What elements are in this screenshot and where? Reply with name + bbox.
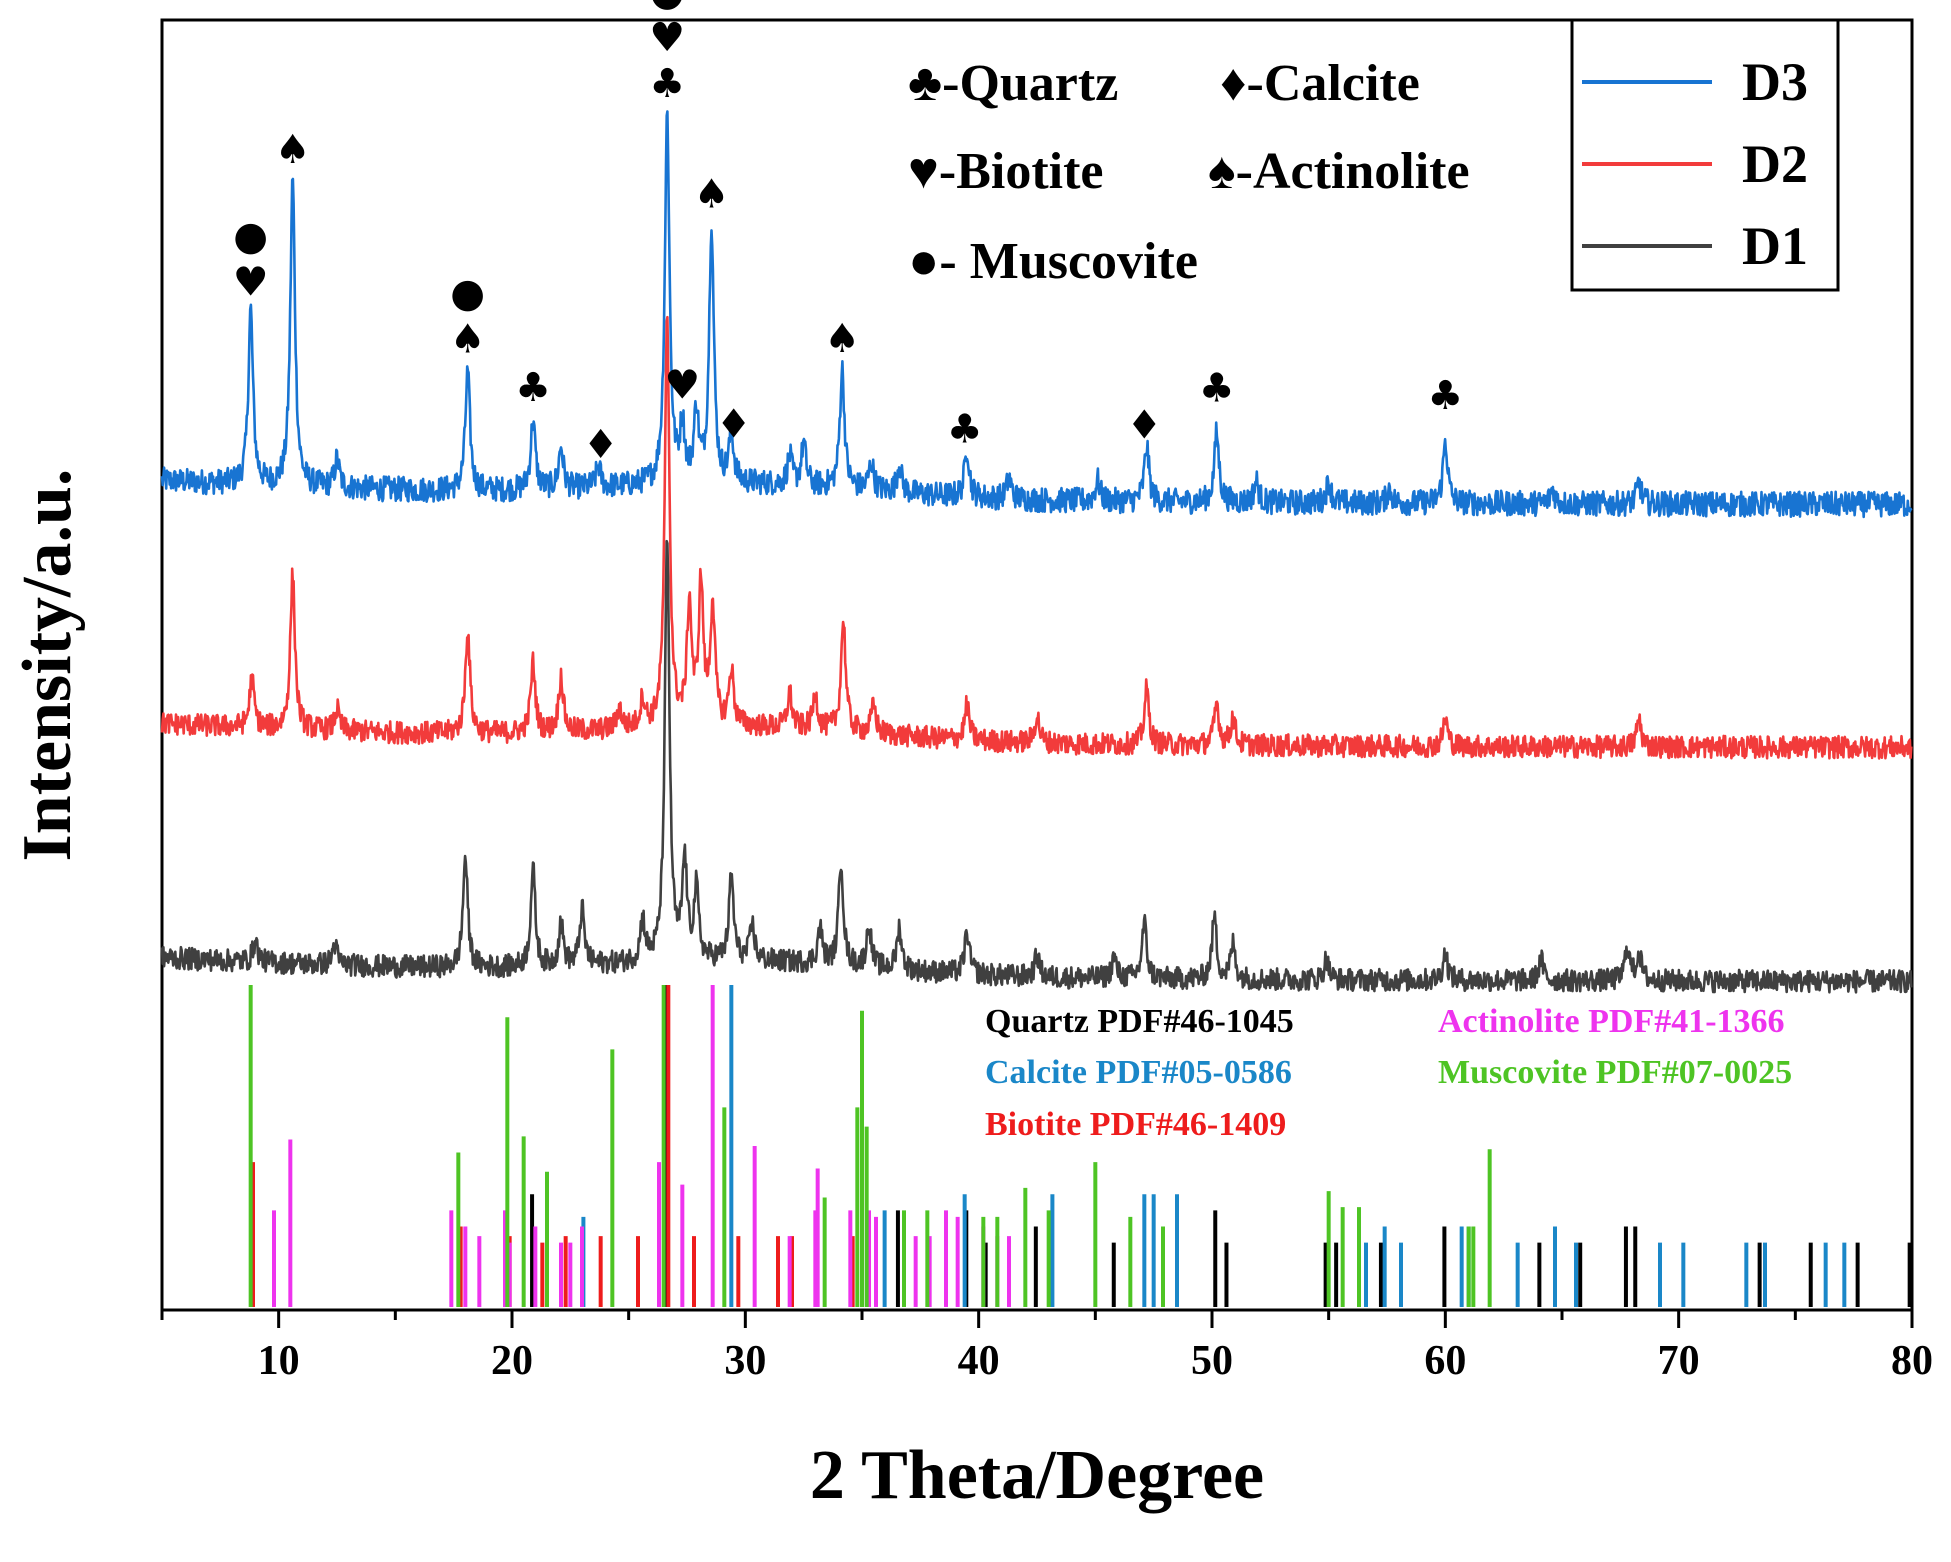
x-axis-ticks: 10 20 30 40 50 60 70 80 — [160, 1310, 1933, 1384]
peak-marker: ● — [233, 214, 268, 260]
series-d3 — [160, 110, 1913, 519]
reference-labels: Quartz PDF#46-1045 Calcite PDF#05-0586 B… — [985, 1003, 1792, 1143]
legend-label-d2: D2 — [1742, 134, 1808, 194]
peak-marker: ♣ — [1199, 366, 1235, 412]
peak-marker: ● — [650, 0, 685, 15]
x-tick-label: 80 — [1891, 1338, 1933, 1384]
peak-marker: ♠ — [694, 172, 730, 218]
phase-key-actinolite-label: -Actinolite — [1236, 143, 1470, 200]
peak-marker: ♥ — [649, 15, 685, 61]
ref-label-muscovite: Muscovite PDF#07-0025 — [1438, 1054, 1792, 1091]
peak-marker: ● — [450, 271, 485, 317]
peak-marker: ♠ — [450, 317, 486, 363]
phase-key: ♣-Quartz ♦-Calcite ♥-Biotite ♠-Actinolit… — [908, 55, 1470, 290]
phase-key-biotite-label: -Biotite — [939, 143, 1104, 200]
peak-marker: ♣ — [947, 407, 983, 453]
phase-key-biotite-symbol: ♥ — [908, 143, 939, 200]
x-tick-label: 50 — [1191, 1338, 1233, 1384]
ref-label-quartz: Quartz PDF#46-1045 — [985, 1003, 1294, 1040]
phase-key-calcite-symbol: ♦ — [1220, 55, 1247, 112]
x-tick-label: 40 — [958, 1338, 1000, 1384]
x-tick-label: 60 — [1424, 1338, 1466, 1384]
peak-marker: ♠ — [824, 316, 860, 362]
phase-key-calcite-label: -Calcite — [1247, 55, 1420, 112]
xrd-series — [160, 110, 1913, 994]
x-tick-label: 20 — [491, 1338, 533, 1384]
peak-marker: ♦ — [716, 401, 752, 447]
phase-key-quartz-symbol: ♣ — [908, 55, 942, 112]
peak-marker: ♣ — [1427, 373, 1463, 419]
peak-marker: ♣ — [649, 61, 685, 107]
series-d2 — [160, 315, 1913, 760]
phase-key-muscovite: ●- Muscovite — [908, 233, 1198, 290]
phase-key-actinolite: ♠-Actinolite — [1208, 143, 1470, 200]
phase-key-biotite: ♥-Biotite — [908, 143, 1103, 200]
peak-marker: ♠ — [275, 127, 311, 173]
y-axis-title: Intensity/a.u. — [9, 469, 86, 862]
phase-key-muscovite-symbol: ● — [908, 233, 939, 290]
x-axis-title: 2 Theta/Degree — [810, 1437, 1264, 1514]
peak-marker: ♣ — [515, 365, 551, 411]
peak-annotations: ♥●♠♠●♣♦♣♥●♥♠♦♠♣♦♣♣ — [233, 0, 1464, 468]
legend-label-d1: D1 — [1742, 216, 1808, 276]
plot-frame — [160, 18, 1914, 1312]
phase-key-quartz-label: -Quartz — [942, 55, 1118, 112]
ref-label-biotite: Biotite PDF#46-1409 — [985, 1106, 1286, 1143]
legend: D3 D2 D1 — [1570, 18, 1840, 292]
x-tick-label: 10 — [258, 1338, 300, 1384]
legend-label-d3: D3 — [1742, 52, 1808, 112]
phase-key-actinolite-symbol: ♠ — [1208, 143, 1236, 200]
peak-marker: ♦ — [1126, 403, 1162, 449]
reference-patterns — [248, 985, 1912, 1307]
ref-label-calcite: Calcite PDF#05-0586 — [985, 1054, 1292, 1091]
x-tick-label: 30 — [724, 1338, 766, 1384]
x-tick-label: 70 — [1658, 1338, 1700, 1384]
phase-key-quartz: ♣-Quartz — [908, 55, 1118, 112]
series-d1 — [160, 539, 1913, 994]
peak-marker: ♥ — [664, 362, 700, 408]
peak-marker: ♥ — [233, 260, 269, 306]
phase-key-muscovite-label: - Muscovite — [939, 233, 1197, 290]
peak-marker: ♦ — [583, 422, 619, 468]
ref-label-actinolite: Actinolite PDF#41-1366 — [1438, 1003, 1785, 1040]
phase-key-calcite: ♦-Calcite — [1220, 55, 1420, 112]
